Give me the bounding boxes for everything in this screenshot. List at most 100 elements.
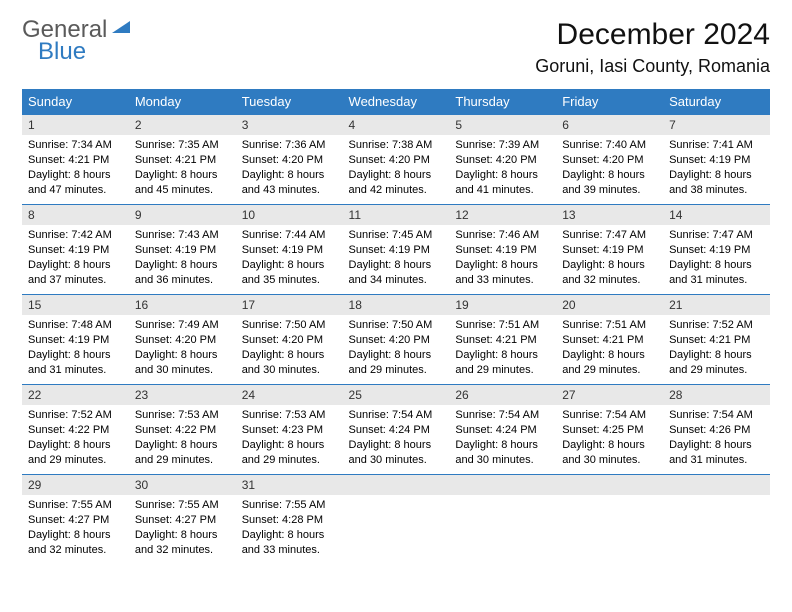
day-number: 11 [343, 205, 450, 225]
day-number: 12 [449, 205, 556, 225]
day-body: Sunrise: 7:43 AMSunset: 4:19 PMDaylight:… [129, 225, 236, 291]
calendar-day-cell [343, 475, 450, 565]
day-number: 2 [129, 115, 236, 135]
day-body: Sunrise: 7:50 AMSunset: 4:20 PMDaylight:… [236, 315, 343, 381]
calendar-day-cell: 13Sunrise: 7:47 AMSunset: 4:19 PMDayligh… [556, 205, 663, 295]
day-body: Sunrise: 7:54 AMSunset: 4:24 PMDaylight:… [449, 405, 556, 471]
day-number [343, 475, 450, 495]
calendar-day-cell [449, 475, 556, 565]
calendar-day-cell: 27Sunrise: 7:54 AMSunset: 4:25 PMDayligh… [556, 385, 663, 475]
calendar-day-cell: 7Sunrise: 7:41 AMSunset: 4:19 PMDaylight… [663, 115, 770, 205]
day-number [663, 475, 770, 495]
calendar-header-cell: Sunday [22, 89, 129, 115]
day-number [556, 475, 663, 495]
calendar-header-cell: Saturday [663, 89, 770, 115]
day-number: 1 [22, 115, 129, 135]
day-number: 21 [663, 295, 770, 315]
calendar-day-cell: 16Sunrise: 7:49 AMSunset: 4:20 PMDayligh… [129, 295, 236, 385]
day-number: 25 [343, 385, 450, 405]
calendar-day-cell: 14Sunrise: 7:47 AMSunset: 4:19 PMDayligh… [663, 205, 770, 295]
calendar-header-cell: Friday [556, 89, 663, 115]
logo: General Blue [22, 18, 134, 64]
calendar-day-cell: 2Sunrise: 7:35 AMSunset: 4:21 PMDaylight… [129, 115, 236, 205]
day-number: 4 [343, 115, 450, 135]
calendar-table: SundayMondayTuesdayWednesdayThursdayFrid… [22, 89, 770, 565]
day-body: Sunrise: 7:54 AMSunset: 4:24 PMDaylight:… [343, 405, 450, 471]
day-body: Sunrise: 7:55 AMSunset: 4:27 PMDaylight:… [22, 495, 129, 561]
calendar-day-cell: 5Sunrise: 7:39 AMSunset: 4:20 PMDaylight… [449, 115, 556, 205]
day-number: 19 [449, 295, 556, 315]
day-body: Sunrise: 7:44 AMSunset: 4:19 PMDaylight:… [236, 225, 343, 291]
calendar-week-row: 1Sunrise: 7:34 AMSunset: 4:21 PMDaylight… [22, 115, 770, 205]
day-number: 15 [22, 295, 129, 315]
calendar-header-cell: Tuesday [236, 89, 343, 115]
day-body: Sunrise: 7:49 AMSunset: 4:20 PMDaylight:… [129, 315, 236, 381]
day-number: 20 [556, 295, 663, 315]
calendar-day-cell: 17Sunrise: 7:50 AMSunset: 4:20 PMDayligh… [236, 295, 343, 385]
day-number: 18 [343, 295, 450, 315]
calendar-day-cell: 19Sunrise: 7:51 AMSunset: 4:21 PMDayligh… [449, 295, 556, 385]
calendar-header-cell: Thursday [449, 89, 556, 115]
day-body: Sunrise: 7:45 AMSunset: 4:19 PMDaylight:… [343, 225, 450, 291]
calendar-day-cell: 15Sunrise: 7:48 AMSunset: 4:19 PMDayligh… [22, 295, 129, 385]
day-body: Sunrise: 7:54 AMSunset: 4:26 PMDaylight:… [663, 405, 770, 471]
calendar-week-row: 8Sunrise: 7:42 AMSunset: 4:19 PMDaylight… [22, 205, 770, 295]
day-body: Sunrise: 7:35 AMSunset: 4:21 PMDaylight:… [129, 135, 236, 201]
day-number: 6 [556, 115, 663, 135]
calendar-day-cell: 1Sunrise: 7:34 AMSunset: 4:21 PMDaylight… [22, 115, 129, 205]
day-number: 24 [236, 385, 343, 405]
calendar-day-cell: 18Sunrise: 7:50 AMSunset: 4:20 PMDayligh… [343, 295, 450, 385]
day-number: 31 [236, 475, 343, 495]
calendar-day-cell: 28Sunrise: 7:54 AMSunset: 4:26 PMDayligh… [663, 385, 770, 475]
day-number: 17 [236, 295, 343, 315]
calendar-day-cell: 29Sunrise: 7:55 AMSunset: 4:27 PMDayligh… [22, 475, 129, 565]
calendar-day-cell: 9Sunrise: 7:43 AMSunset: 4:19 PMDaylight… [129, 205, 236, 295]
day-number: 3 [236, 115, 343, 135]
day-body: Sunrise: 7:34 AMSunset: 4:21 PMDaylight:… [22, 135, 129, 201]
day-body: Sunrise: 7:48 AMSunset: 4:19 PMDaylight:… [22, 315, 129, 381]
day-body: Sunrise: 7:40 AMSunset: 4:20 PMDaylight:… [556, 135, 663, 201]
title-block: December 2024 Goruni, Iasi County, Roman… [535, 18, 770, 77]
day-body: Sunrise: 7:41 AMSunset: 4:19 PMDaylight:… [663, 135, 770, 201]
day-body: Sunrise: 7:46 AMSunset: 4:19 PMDaylight:… [449, 225, 556, 291]
calendar-day-cell: 4Sunrise: 7:38 AMSunset: 4:20 PMDaylight… [343, 115, 450, 205]
day-body: Sunrise: 7:39 AMSunset: 4:20 PMDaylight:… [449, 135, 556, 201]
day-body: Sunrise: 7:53 AMSunset: 4:22 PMDaylight:… [129, 405, 236, 471]
calendar-day-cell: 21Sunrise: 7:52 AMSunset: 4:21 PMDayligh… [663, 295, 770, 385]
day-number: 9 [129, 205, 236, 225]
calendar-day-cell: 3Sunrise: 7:36 AMSunset: 4:20 PMDaylight… [236, 115, 343, 205]
calendar-header-cell: Monday [129, 89, 236, 115]
day-body: Sunrise: 7:52 AMSunset: 4:21 PMDaylight:… [663, 315, 770, 381]
calendar-day-cell: 26Sunrise: 7:54 AMSunset: 4:24 PMDayligh… [449, 385, 556, 475]
day-body: Sunrise: 7:55 AMSunset: 4:28 PMDaylight:… [236, 495, 343, 561]
day-number: 10 [236, 205, 343, 225]
calendar-week-row: 29Sunrise: 7:55 AMSunset: 4:27 PMDayligh… [22, 475, 770, 565]
calendar-day-cell: 22Sunrise: 7:52 AMSunset: 4:22 PMDayligh… [22, 385, 129, 475]
day-number: 5 [449, 115, 556, 135]
day-number: 16 [129, 295, 236, 315]
day-number: 14 [663, 205, 770, 225]
calendar-day-cell: 31Sunrise: 7:55 AMSunset: 4:28 PMDayligh… [236, 475, 343, 565]
day-number [449, 475, 556, 495]
day-body: Sunrise: 7:38 AMSunset: 4:20 PMDaylight:… [343, 135, 450, 201]
day-number: 29 [22, 475, 129, 495]
day-body: Sunrise: 7:52 AMSunset: 4:22 PMDaylight:… [22, 405, 129, 471]
day-body: Sunrise: 7:47 AMSunset: 4:19 PMDaylight:… [663, 225, 770, 291]
calendar-day-cell: 11Sunrise: 7:45 AMSunset: 4:19 PMDayligh… [343, 205, 450, 295]
calendar-day-cell [663, 475, 770, 565]
calendar-week-row: 22Sunrise: 7:52 AMSunset: 4:22 PMDayligh… [22, 385, 770, 475]
calendar-day-cell: 6Sunrise: 7:40 AMSunset: 4:20 PMDaylight… [556, 115, 663, 205]
calendar-day-cell: 20Sunrise: 7:51 AMSunset: 4:21 PMDayligh… [556, 295, 663, 385]
calendar-week-row: 15Sunrise: 7:48 AMSunset: 4:19 PMDayligh… [22, 295, 770, 385]
calendar-day-cell: 8Sunrise: 7:42 AMSunset: 4:19 PMDaylight… [22, 205, 129, 295]
calendar-day-cell: 12Sunrise: 7:46 AMSunset: 4:19 PMDayligh… [449, 205, 556, 295]
day-number: 7 [663, 115, 770, 135]
logo-triangle-icon [112, 19, 134, 35]
day-body: Sunrise: 7:42 AMSunset: 4:19 PMDaylight:… [22, 225, 129, 291]
day-body: Sunrise: 7:36 AMSunset: 4:20 PMDaylight:… [236, 135, 343, 201]
day-number: 22 [22, 385, 129, 405]
calendar-header-cell: Wednesday [343, 89, 450, 115]
calendar-day-cell: 30Sunrise: 7:55 AMSunset: 4:27 PMDayligh… [129, 475, 236, 565]
calendar-day-cell: 23Sunrise: 7:53 AMSunset: 4:22 PMDayligh… [129, 385, 236, 475]
calendar-day-cell: 10Sunrise: 7:44 AMSunset: 4:19 PMDayligh… [236, 205, 343, 295]
